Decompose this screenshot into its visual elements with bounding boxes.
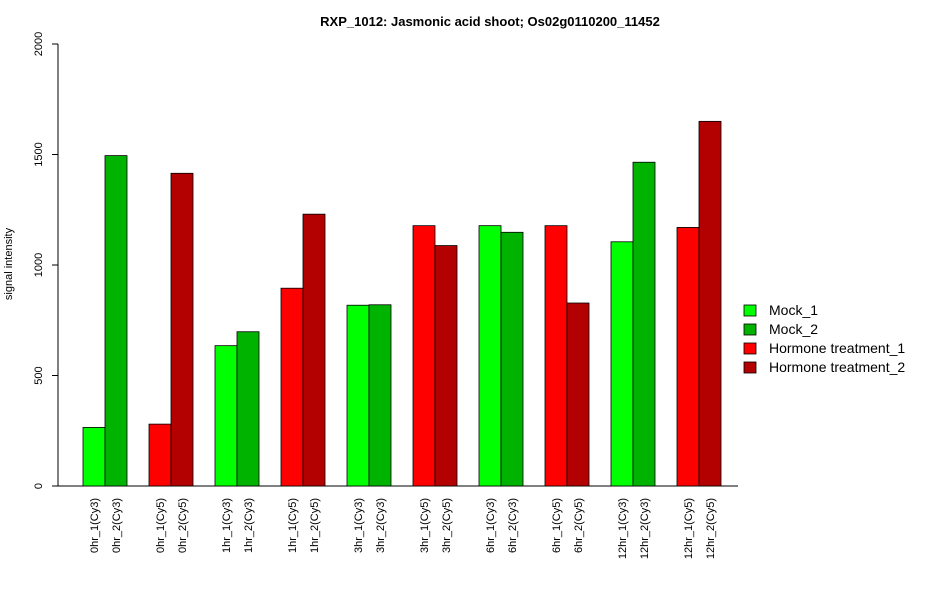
y-tick-label: 2000 xyxy=(33,32,45,56)
x-tick-label: 0hr_1(Cy3) xyxy=(89,498,101,553)
bar-6 xyxy=(236,331,260,487)
bar-1 xyxy=(82,427,106,487)
bar-4 xyxy=(170,172,194,487)
y-tick-label: 0 xyxy=(33,483,45,489)
bar-11 xyxy=(412,225,436,487)
x-tick-label: 6hr_1(Cy5) xyxy=(551,498,563,553)
y-axis-label: signal intensity xyxy=(3,227,15,300)
y-axis: 0 500 1000 1500 2000 xyxy=(33,32,59,489)
y-tick-label: 1500 xyxy=(33,142,45,166)
x-tick-labels: 0hr_1(Cy3) 0hr_2(Cy3) 0hr_1(Cy5) 0hr_2(Cy5)… xyxy=(89,498,717,559)
legend-label: Hormone treatment_1 xyxy=(769,340,905,356)
legend-label: Mock_1 xyxy=(769,302,818,318)
bars-group xyxy=(82,120,722,487)
bar-20 xyxy=(698,120,722,487)
x-tick-label: 1hr_2(Cy3) xyxy=(243,498,255,553)
legend-swatch xyxy=(743,361,757,374)
x-tick-label: 1hr_2(Cy5) xyxy=(309,498,321,553)
bar-18 xyxy=(632,161,656,487)
x-tick-label: 12hr_2(Cy3) xyxy=(639,498,651,559)
y-tick-label: 500 xyxy=(33,366,45,384)
bar-15 xyxy=(544,225,568,487)
bar-2 xyxy=(104,155,128,487)
bar-19 xyxy=(676,227,700,487)
x-tick-label: 12hr_1(Cy3) xyxy=(617,498,629,559)
chart-title: RXP_1012: Jasmonic acid shoot; Os02g0110… xyxy=(320,14,660,29)
bar-7 xyxy=(280,287,304,487)
bar-13 xyxy=(478,225,502,487)
legend-label: Mock_2 xyxy=(769,321,818,337)
x-tick-label: 12hr_1(Cy5) xyxy=(683,498,695,559)
x-tick-label: 6hr_1(Cy3) xyxy=(485,498,497,553)
x-tick-label: 6hr_2(Cy3) xyxy=(507,498,519,553)
bar-5 xyxy=(214,345,238,487)
x-tick-label: 3hr_2(Cy5) xyxy=(441,498,453,553)
x-tick-label: 1hr_1(Cy5) xyxy=(287,498,299,553)
x-tick-label: 3hr_1(Cy3) xyxy=(353,498,365,553)
bar-16 xyxy=(566,302,590,487)
x-tick-label: 0hr_1(Cy5) xyxy=(155,498,167,553)
legend-swatch xyxy=(743,304,757,317)
bar-8 xyxy=(302,213,326,487)
legend-swatch xyxy=(743,342,757,355)
x-tick-label: 3hr_1(Cy5) xyxy=(419,498,431,553)
legend: Mock_1 Mock_2 Hormone treatment_1 Hormone t… xyxy=(743,302,905,375)
legend-label: Hormone treatment_2 xyxy=(769,359,905,375)
x-tick-label: 0hr_2(Cy5) xyxy=(177,498,189,553)
bar-10 xyxy=(368,304,392,487)
x-tick-label: 12hr_2(Cy5) xyxy=(705,498,717,559)
x-tick-label: 6hr_2(Cy5) xyxy=(573,498,585,553)
bar-3 xyxy=(148,423,172,487)
bar-12 xyxy=(434,245,458,487)
x-tick-label: 1hr_1(Cy3) xyxy=(221,498,233,553)
bar-14 xyxy=(500,231,524,487)
legend-swatch xyxy=(743,323,757,336)
x-tick-label: 0hr_2(Cy3) xyxy=(111,498,123,553)
bar-9 xyxy=(346,304,370,487)
bar-17 xyxy=(610,241,634,487)
y-tick-label: 1000 xyxy=(33,253,45,277)
x-tick-label: 3hr_2(Cy3) xyxy=(375,498,387,553)
